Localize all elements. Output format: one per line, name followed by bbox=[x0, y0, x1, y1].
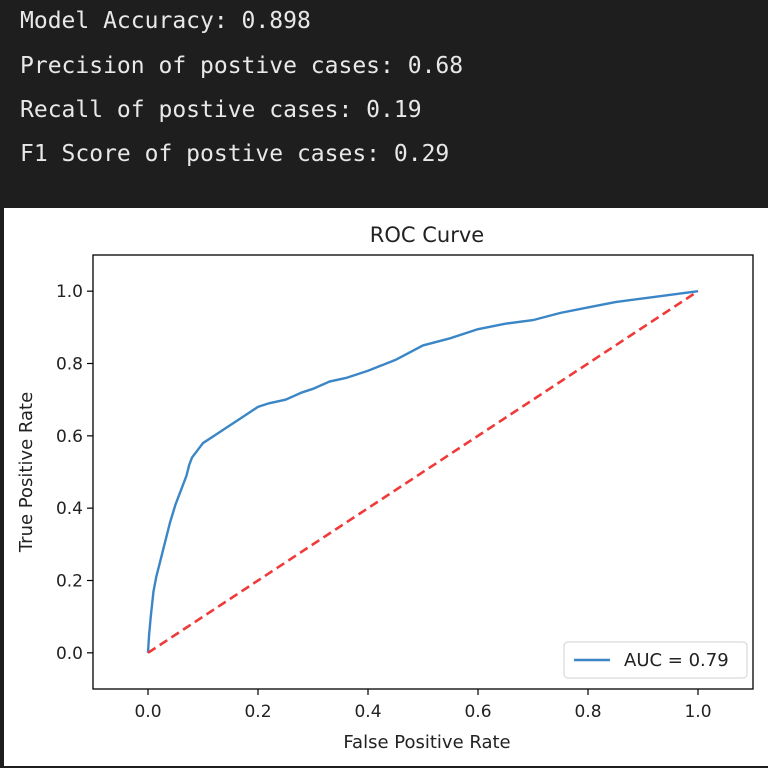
f1-score-line: F1 Score of postive cases: 0.29 bbox=[20, 141, 450, 167]
y-tick-label: 1.0 bbox=[56, 282, 83, 302]
baseline-diagonal-line bbox=[147, 290, 699, 654]
x-tick-label: 0.2 bbox=[244, 702, 271, 722]
legend: AUC = 0.79 bbox=[563, 641, 748, 679]
x-tick-label: 1.0 bbox=[684, 702, 711, 722]
console-output: Model Accuracy: 0.898 Precision of posti… bbox=[0, 0, 768, 208]
x-tick-label: 0.6 bbox=[464, 702, 491, 722]
legend-box bbox=[563, 641, 748, 679]
roc-curve-line bbox=[146, 289, 699, 653]
x-tick-label: 0.0 bbox=[134, 702, 161, 722]
plot-frame bbox=[92, 254, 754, 690]
roc-figure: ROC Curve 0.0 0.2 0.4 0.6 0.8 1.0 0.0 0.2 0.4 0.6… bbox=[4, 208, 768, 766]
roc-chart: ROC Curve 0.0 0.2 0.4 0.6 0.8 1.0 0.0 0.2 0.4 0.6… bbox=[16, 223, 754, 753]
precision-line: Precision of postive cases: 0.68 bbox=[20, 53, 464, 79]
chart-title: ROC Curve bbox=[370, 223, 484, 247]
y-tick-label: 0.6 bbox=[56, 427, 83, 447]
y-tick-label: 0.0 bbox=[56, 644, 83, 664]
y-tick-label: 0.4 bbox=[56, 499, 83, 519]
accuracy-line: Model Accuracy: 0.898 bbox=[20, 8, 311, 34]
recall-line: Recall of postive cases: 0.19 bbox=[20, 97, 422, 123]
y-tick-label: 0.2 bbox=[56, 572, 83, 592]
x-axis-label: False Positive Rate bbox=[343, 732, 510, 753]
x-tick-label: 0.4 bbox=[354, 702, 381, 722]
y-tick-label: 0.8 bbox=[56, 355, 83, 375]
x-tick-label: 0.8 bbox=[574, 702, 601, 722]
y-axis-label: True Positive Rate bbox=[16, 392, 37, 553]
legend-entry-auc: AUC = 0.79 bbox=[624, 650, 729, 671]
